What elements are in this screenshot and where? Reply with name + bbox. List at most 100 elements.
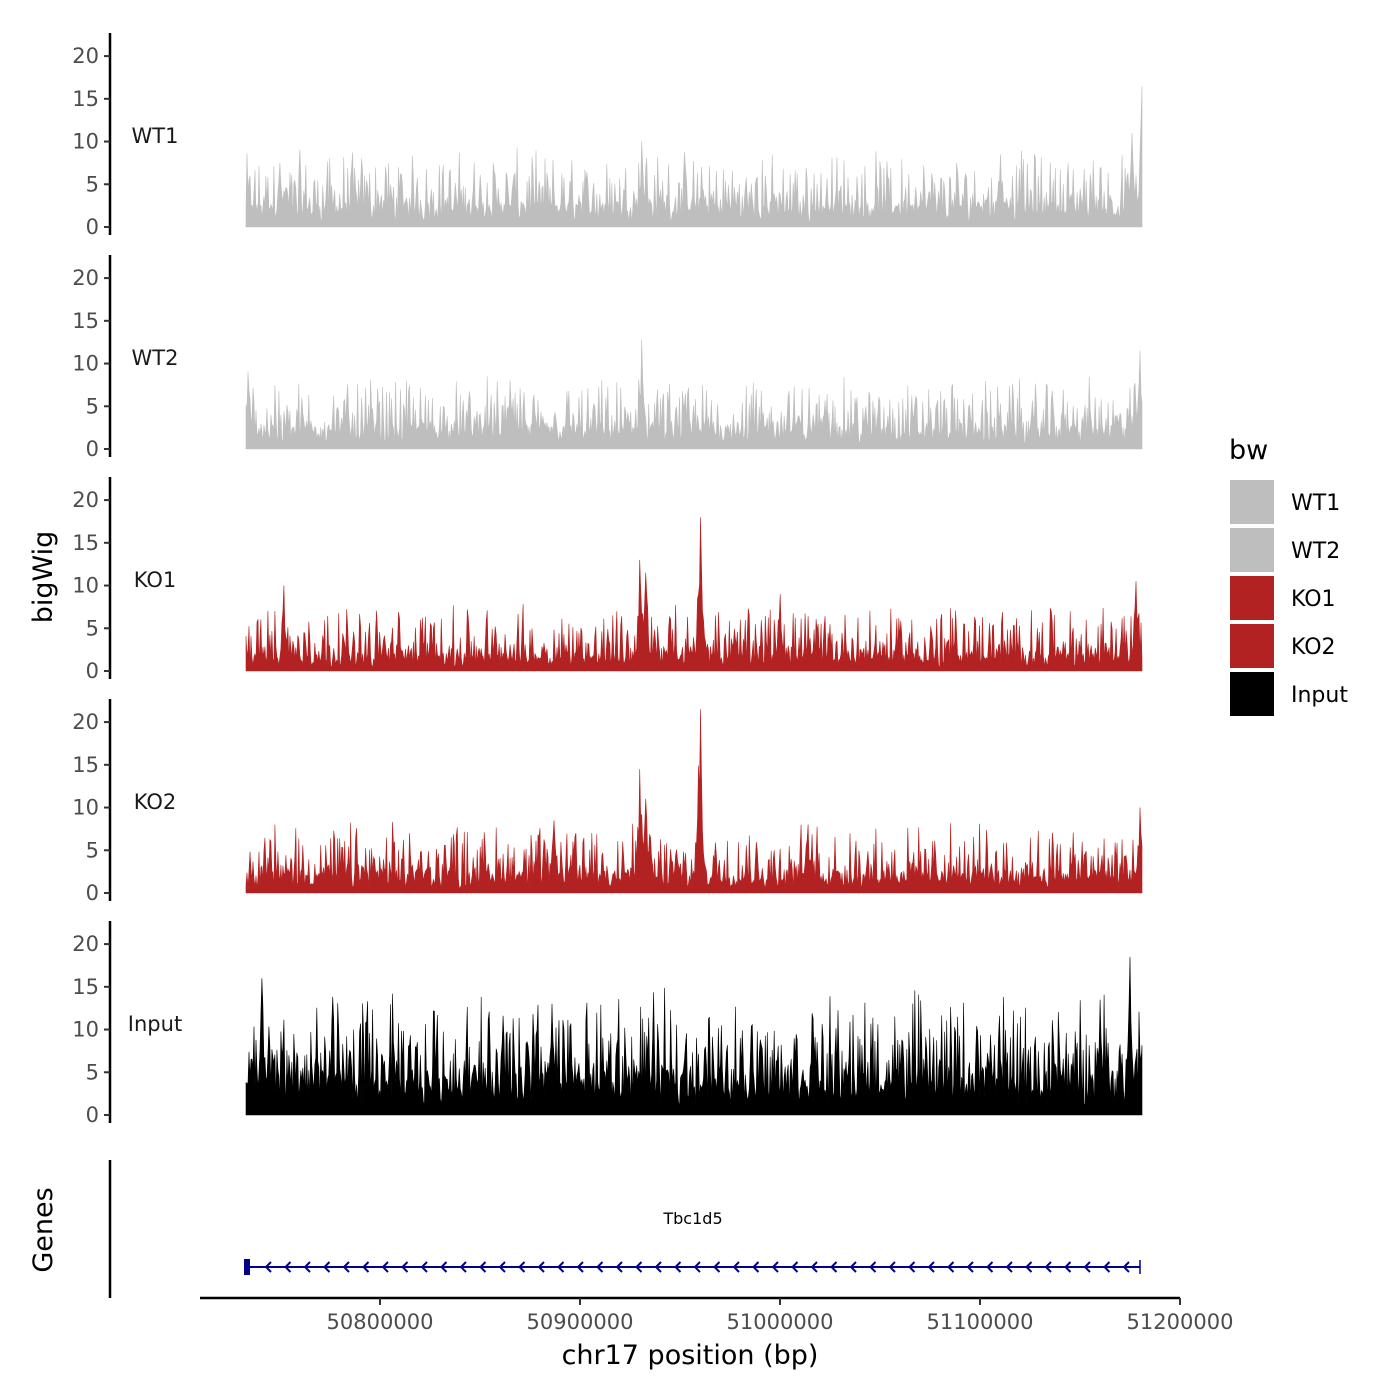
strand-arrow: [986, 1261, 994, 1273]
strand-arrow: [342, 1261, 350, 1273]
strand-arrow: [381, 1261, 389, 1273]
x-tick-label: 51200000: [1127, 1310, 1234, 1334]
strand-arrow: [401, 1261, 409, 1273]
strand-arrow: [791, 1261, 799, 1273]
strand-arrow: [323, 1261, 331, 1273]
y-tick-label: 5: [86, 616, 99, 640]
y-tick-label: 5: [86, 394, 99, 418]
x-tick-label: 50800000: [327, 1310, 434, 1334]
strand-arrow: [440, 1261, 448, 1273]
strand-arrow: [830, 1261, 838, 1273]
track-wt2: 0 5 10 15 20 WT2: [72, 255, 1143, 461]
x-tick-label: 51000000: [727, 1310, 834, 1334]
strand-arrow: [693, 1261, 701, 1273]
strand-arrow: [732, 1261, 740, 1273]
strand-arrow: [674, 1261, 682, 1273]
strand-arrow: [635, 1261, 643, 1273]
strand-arrow: [615, 1261, 623, 1273]
track-ko1: 0 5 10 15 20 KO1: [72, 477, 1143, 683]
strand-arrow: [518, 1261, 526, 1273]
strand-arrow: [810, 1261, 818, 1273]
track-label: WT2: [132, 346, 179, 370]
y-tick-label: 5: [86, 172, 99, 196]
genes-panel: Tbc1d5: [108, 1160, 1141, 1298]
y-tick-label: 0: [86, 1103, 99, 1127]
gene-label: Tbc1d5: [662, 1209, 722, 1228]
y-tick-label: 0: [86, 881, 99, 905]
y-tick-label: 10: [72, 352, 99, 376]
strand-arrow: [908, 1261, 916, 1273]
y-tick-label: 0: [86, 215, 99, 239]
strand-arrow: [927, 1261, 935, 1273]
legend-label-wt1: WT1: [1291, 491, 1340, 516]
legend-title: bw: [1229, 435, 1268, 466]
y-tick-label: 20: [72, 266, 99, 290]
y-tick-label: 20: [72, 710, 99, 734]
y-tick-label: 20: [72, 932, 99, 956]
strand-arrow: [849, 1261, 857, 1273]
strand-arrow: [420, 1261, 428, 1273]
strand-arrow: [576, 1261, 584, 1273]
strand-arrow: [654, 1261, 662, 1273]
signal-area-ko2: [245, 709, 1143, 894]
signal-area-wt1: [245, 85, 1143, 228]
y-tick-label: 20: [72, 488, 99, 512]
legend-label-wt2: WT2: [1291, 539, 1340, 564]
y-tick-label: 15: [72, 309, 99, 333]
genes-axis-title: Genes: [28, 1187, 59, 1272]
y-tick-label: 10: [72, 796, 99, 820]
x-axis: 50800000 50900000 51000000 51100000 51200000: [200, 1296, 1234, 1334]
strand-arrow: [362, 1261, 370, 1273]
strand-arrow: [264, 1261, 272, 1273]
y-tick-label: 5: [86, 1060, 99, 1084]
legend-key-wt2: [1230, 528, 1274, 572]
strand-arrow: [752, 1261, 760, 1273]
signal-tracks: 0 5 10 15 20 WT1 0 5 10 15 20 WT2 0 5 10 15 20 KO1 0 5 10 15 2…: [72, 33, 1143, 1127]
y-tick-label: 5: [86, 838, 99, 862]
y-tick-label: 0: [86, 437, 99, 461]
strand-arrow: [498, 1261, 506, 1273]
legend-label-input: Input: [1291, 683, 1348, 708]
strand-arrow: [459, 1261, 467, 1273]
strand-arrow: [596, 1261, 604, 1273]
strand-arrow: [537, 1261, 545, 1273]
strand-arrow: [479, 1261, 487, 1273]
strand-arrow: [966, 1261, 974, 1273]
legend-label-ko2: KO2: [1291, 635, 1336, 660]
legend-key-wt1: [1230, 480, 1274, 524]
signal-area-wt2: [245, 339, 1143, 450]
track-label: Input: [128, 1012, 182, 1036]
gene-exon: [244, 1259, 250, 1275]
y-axis-title: bigWig: [28, 531, 59, 624]
y-tick-label: 10: [72, 1018, 99, 1042]
strand-arrow: [771, 1261, 779, 1273]
track-label: KO2: [134, 790, 177, 814]
y-tick-label: 15: [72, 975, 99, 999]
legend-key-ko1: [1230, 576, 1274, 620]
strand-arrow: [303, 1261, 311, 1273]
strand-arrow: [1005, 1261, 1013, 1273]
strand-arrow: [1103, 1261, 1111, 1273]
legend-key-ko2: [1230, 624, 1274, 668]
strand-arrow: [557, 1261, 565, 1273]
track-label: KO1: [134, 568, 177, 592]
track-label: WT1: [132, 124, 179, 148]
x-tick-label: 50900000: [527, 1310, 634, 1334]
y-tick-label: 10: [72, 130, 99, 154]
strand-arrow: [947, 1261, 955, 1273]
strand-arrow: [1083, 1261, 1091, 1273]
strand-arrow: [1025, 1261, 1033, 1273]
strand-arrow: [713, 1261, 721, 1273]
y-tick-label: 10: [72, 574, 99, 598]
track-ko2: 0 5 10 15 20 KO2: [72, 699, 1143, 905]
x-tick-label: 51100000: [927, 1310, 1034, 1334]
legend-label-ko1: KO1: [1291, 587, 1336, 612]
x-axis-title: chr17 position (bp): [562, 1340, 819, 1371]
strand-arrow: [888, 1261, 896, 1273]
track-wt1: 0 5 10 15 20 WT1: [72, 33, 1143, 239]
strand-arrow: [1122, 1261, 1130, 1273]
strand-arrow: [1064, 1261, 1072, 1273]
strand-arrow: [1044, 1261, 1052, 1273]
strand-arrow: [284, 1261, 292, 1273]
